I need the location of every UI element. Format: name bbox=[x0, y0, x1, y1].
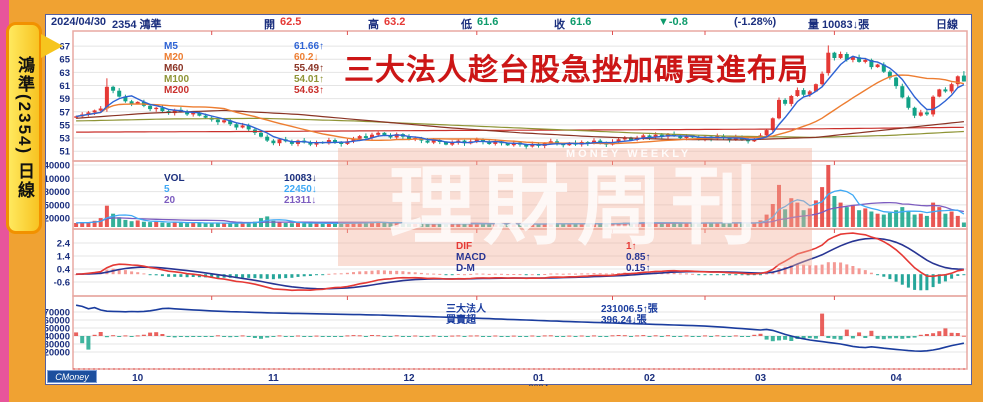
watermark-brand-en: MONEY WEEKLY bbox=[566, 148, 692, 160]
close-value: 61.6 bbox=[570, 16, 592, 28]
svg-text:220000: 220000 bbox=[46, 348, 70, 359]
high-value: 63.2 bbox=[384, 16, 406, 28]
ma60-label: M60 bbox=[164, 63, 184, 74]
vol-ma5-legend-row: 5 22450↓ bbox=[164, 184, 317, 195]
svg-text:10: 10 bbox=[132, 373, 144, 384]
svg-text:1.4: 1.4 bbox=[57, 252, 71, 263]
dif-legend-row: DIF 1↑ bbox=[456, 241, 637, 252]
low-value: 61.6 bbox=[477, 16, 499, 28]
dm-legend-row: D-M 0.15↑ bbox=[456, 263, 650, 274]
ma-legend-row: M20 60.2↓ bbox=[164, 52, 318, 63]
ma200-label: M200 bbox=[164, 85, 190, 96]
svg-text:11: 11 bbox=[268, 373, 279, 384]
svg-text:260000: 260000 bbox=[46, 316, 70, 327]
svg-text:12: 12 bbox=[403, 373, 415, 384]
svg-text:230000: 230000 bbox=[46, 340, 70, 351]
svg-text:2024: 2024 bbox=[528, 383, 548, 386]
stock-code: 2354 鴻準 bbox=[112, 19, 162, 31]
dif-label: DIF bbox=[456, 241, 473, 252]
vol-ma20-value: 21311↓ bbox=[284, 195, 317, 206]
ma5-value: 61.66↑ bbox=[294, 41, 325, 52]
vol-ma20-label: 20 bbox=[164, 195, 176, 206]
svg-text:61: 61 bbox=[59, 81, 70, 92]
macd-value: 0.85↑ bbox=[626, 252, 651, 263]
left-accent-strip bbox=[0, 0, 9, 402]
svg-text:59: 59 bbox=[59, 94, 70, 105]
svg-text:-0.6: -0.6 bbox=[54, 278, 70, 289]
vol-value: 10083↓ bbox=[284, 173, 317, 184]
ma-legend-row: M100 54.01↑ bbox=[164, 74, 324, 85]
dm-value: 0.15↑ bbox=[626, 263, 651, 274]
svg-text:110000: 110000 bbox=[46, 174, 70, 185]
stock-name-tag: 鴻準(2354) 日線 bbox=[6, 22, 42, 234]
netbuy-label: 買賣超 bbox=[446, 315, 476, 326]
svg-text:20000: 20000 bbox=[46, 214, 70, 225]
macd-label: MACD bbox=[456, 252, 486, 263]
svg-text:67: 67 bbox=[59, 42, 70, 53]
svg-text:270000: 270000 bbox=[46, 308, 70, 319]
svg-text:51: 51 bbox=[59, 147, 70, 158]
period-selector[interactable]: 日線 bbox=[936, 19, 958, 31]
watermark-band bbox=[338, 148, 812, 266]
ma60-value: 55.49↑ bbox=[294, 63, 325, 74]
change-percent: (-1.28%) bbox=[734, 16, 777, 28]
dm-label: D-M bbox=[456, 263, 475, 274]
svg-text:57: 57 bbox=[59, 107, 70, 118]
ma5-label: M5 bbox=[164, 41, 178, 52]
ma20-value: 60.2↓ bbox=[294, 52, 319, 63]
watermark-brand: 理財周刊 bbox=[389, 159, 765, 255]
high-label: 高 bbox=[368, 19, 379, 31]
ma-legend-row: M200 54.63↑ bbox=[164, 85, 324, 96]
svg-text:02: 02 bbox=[644, 373, 656, 384]
svg-text:65: 65 bbox=[59, 55, 70, 66]
netbuy-value: 396.24↓張 bbox=[601, 315, 647, 326]
svg-text:240000: 240000 bbox=[46, 332, 70, 343]
open-label: 開 bbox=[264, 19, 275, 31]
svg-text:2.4: 2.4 bbox=[57, 239, 71, 250]
ma100-value: 54.01↑ bbox=[294, 74, 325, 85]
ma20-label: M20 bbox=[164, 52, 184, 63]
netbuy-legend-row: 買賣超 396.24↓張 bbox=[446, 315, 647, 326]
vol-legend-row: VOL 10083↓ bbox=[164, 173, 317, 184]
svg-text:03: 03 bbox=[755, 373, 767, 384]
svg-text:0.4: 0.4 bbox=[57, 265, 71, 276]
svg-text:04: 04 bbox=[891, 373, 903, 384]
quote-bar: 2024/04/30 2354 鴻準 開 62.5 高 63.2 低 61.6 … bbox=[46, 15, 971, 31]
volume-label: 量 bbox=[808, 19, 819, 31]
svg-text:250000: 250000 bbox=[46, 324, 70, 335]
svg-text:55: 55 bbox=[59, 120, 70, 131]
svg-text:50000: 50000 bbox=[46, 200, 70, 211]
vol-ma5-label: 5 bbox=[164, 184, 170, 195]
quote-date: 2024/04/30 bbox=[51, 16, 107, 28]
svg-text:01: 01 bbox=[533, 373, 545, 384]
ma200-value: 54.63↑ bbox=[294, 85, 325, 96]
pointer-arrow-icon bbox=[41, 34, 63, 58]
svg-text:63: 63 bbox=[59, 68, 70, 79]
inst-label: 三大法人 bbox=[446, 304, 486, 315]
low-label: 低 bbox=[461, 19, 472, 31]
vol-label: VOL bbox=[164, 173, 185, 184]
news-headline: 三大法人趁台股急挫加碼買進布局 bbox=[344, 54, 809, 87]
ma-legend-row: M5 61.66↑ bbox=[164, 41, 324, 52]
vol-ma20-legend-row: 20 21311↓ bbox=[164, 195, 316, 206]
dif-value: 1↑ bbox=[626, 241, 637, 252]
close-label: 收 bbox=[554, 19, 565, 31]
vol-ma5-value: 22450↓ bbox=[284, 184, 317, 195]
macd-legend-row: MACD 0.85↑ bbox=[456, 252, 650, 263]
inst-value: 231006.5↑張 bbox=[601, 304, 658, 315]
volume-value: 10083↓張 bbox=[822, 19, 870, 31]
svg-text:80000: 80000 bbox=[46, 187, 70, 198]
cmoney-logo: CMoney bbox=[47, 370, 97, 383]
change-value: ▼-0.8 bbox=[658, 16, 688, 28]
open-value: 62.5 bbox=[280, 16, 302, 28]
inst-legend-row: 三大法人 231006.5↑張 bbox=[446, 304, 658, 315]
ma-legend-row: M60 55.49↑ bbox=[164, 63, 324, 74]
svg-text:53: 53 bbox=[59, 134, 70, 145]
ma100-label: M100 bbox=[164, 74, 190, 85]
chart-panel: 2024/04/30 2354 鴻準 開 62.5 高 63.2 低 61.6 … bbox=[38, 14, 973, 393]
